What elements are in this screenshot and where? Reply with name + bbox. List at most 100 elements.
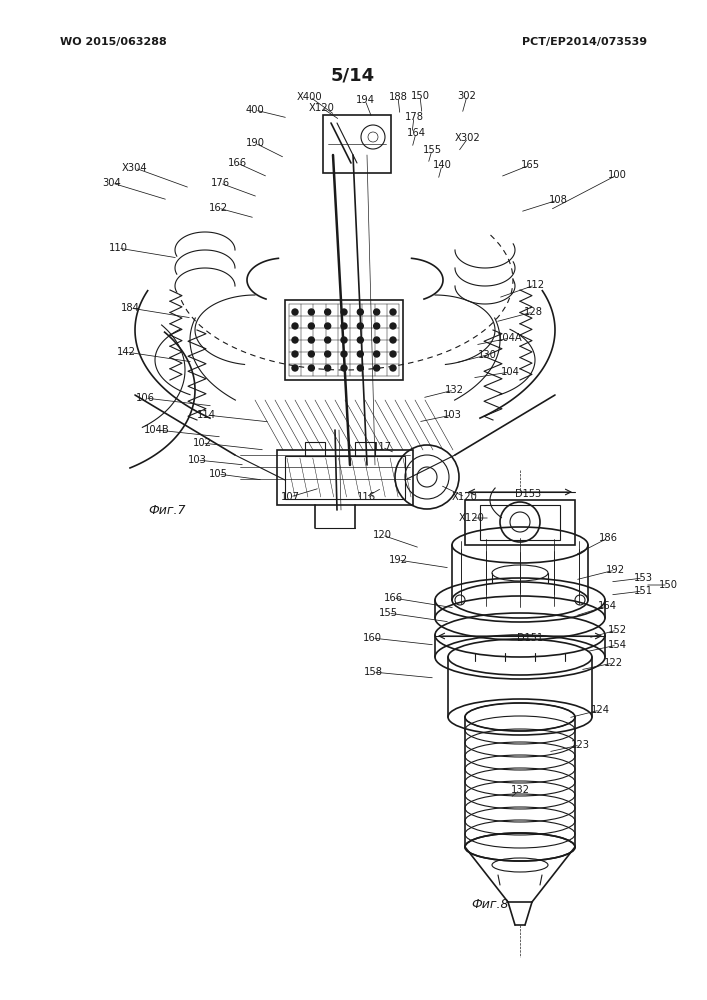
Text: 188: 188 — [389, 92, 407, 102]
Text: 104B: 104B — [144, 425, 170, 435]
Text: 128: 128 — [523, 307, 542, 317]
Text: X400: X400 — [297, 92, 323, 102]
Circle shape — [325, 337, 331, 343]
Text: 107: 107 — [281, 492, 300, 502]
Circle shape — [292, 351, 298, 357]
Circle shape — [390, 323, 396, 329]
Text: 100: 100 — [607, 170, 626, 180]
Circle shape — [357, 309, 363, 315]
Circle shape — [390, 351, 396, 357]
Text: 112: 112 — [525, 280, 544, 290]
Text: 186: 186 — [599, 533, 617, 543]
Circle shape — [374, 323, 380, 329]
Text: 140: 140 — [433, 160, 452, 170]
Text: 178: 178 — [404, 112, 423, 122]
Text: 117: 117 — [373, 442, 392, 452]
Text: Фиг.8: Фиг.8 — [472, 898, 509, 912]
Circle shape — [390, 365, 396, 371]
Text: X120: X120 — [459, 513, 485, 523]
Text: 123: 123 — [571, 740, 590, 750]
Text: 192: 192 — [605, 565, 624, 575]
Text: 124: 124 — [590, 705, 609, 715]
Text: 155: 155 — [423, 145, 442, 155]
Circle shape — [325, 309, 331, 315]
Text: 194: 194 — [356, 95, 375, 105]
Text: 104: 104 — [501, 367, 520, 377]
Text: 176: 176 — [211, 178, 230, 188]
Circle shape — [325, 351, 331, 357]
Text: 132: 132 — [510, 785, 530, 795]
Circle shape — [325, 365, 331, 371]
Text: 114: 114 — [197, 410, 216, 420]
Bar — [305, 442, 325, 456]
Text: D151: D151 — [517, 633, 543, 643]
Bar — [277, 450, 413, 505]
Text: X120: X120 — [452, 492, 478, 502]
Text: 103: 103 — [187, 455, 206, 465]
Circle shape — [308, 323, 315, 329]
Bar — [285, 456, 405, 499]
Text: 106: 106 — [136, 393, 155, 403]
Text: 166: 166 — [228, 158, 247, 168]
Bar — [465, 500, 575, 545]
Text: WO 2015/063288: WO 2015/063288 — [60, 37, 167, 47]
Text: 132: 132 — [445, 385, 464, 395]
Circle shape — [341, 309, 347, 315]
Circle shape — [292, 337, 298, 343]
Text: PCT/EP2014/073539: PCT/EP2014/073539 — [522, 37, 647, 47]
Circle shape — [292, 323, 298, 329]
Text: 116: 116 — [356, 492, 375, 502]
Bar — [480, 505, 560, 540]
Circle shape — [341, 365, 347, 371]
Text: 122: 122 — [604, 658, 623, 668]
Text: 152: 152 — [607, 625, 626, 635]
Text: 130: 130 — [477, 350, 496, 360]
Circle shape — [374, 309, 380, 315]
Text: 155: 155 — [378, 608, 397, 618]
Text: 164: 164 — [597, 601, 617, 611]
Circle shape — [292, 365, 298, 371]
Bar — [355, 442, 375, 456]
Text: 153: 153 — [633, 573, 653, 583]
Text: 304: 304 — [103, 178, 122, 188]
Circle shape — [357, 337, 363, 343]
Text: 162: 162 — [209, 203, 228, 213]
Circle shape — [308, 351, 315, 357]
Text: 104A: 104A — [497, 333, 523, 343]
Circle shape — [341, 351, 347, 357]
Text: Фиг.7: Фиг.7 — [148, 504, 185, 516]
Circle shape — [308, 337, 315, 343]
Text: 142: 142 — [117, 347, 136, 357]
Text: 5/14: 5/14 — [331, 66, 375, 84]
Circle shape — [374, 351, 380, 357]
Text: X302: X302 — [455, 133, 481, 143]
Text: 302: 302 — [457, 91, 477, 101]
Text: 158: 158 — [363, 667, 382, 677]
Circle shape — [308, 309, 315, 315]
Text: 102: 102 — [192, 438, 211, 448]
Circle shape — [357, 323, 363, 329]
Circle shape — [390, 309, 396, 315]
Bar — [323, 115, 391, 173]
Text: 151: 151 — [633, 586, 653, 596]
Text: 160: 160 — [363, 633, 382, 643]
Text: 165: 165 — [520, 160, 539, 170]
Text: 105: 105 — [209, 469, 228, 479]
Text: 150: 150 — [411, 91, 429, 101]
Text: D153: D153 — [515, 489, 541, 499]
Text: 110: 110 — [108, 243, 127, 253]
Text: 192: 192 — [388, 555, 407, 565]
Text: 150: 150 — [658, 580, 677, 590]
Text: 108: 108 — [549, 195, 568, 205]
Circle shape — [357, 365, 363, 371]
Text: 166: 166 — [383, 593, 402, 603]
Text: X304: X304 — [122, 163, 148, 173]
Text: 400: 400 — [245, 105, 264, 115]
Circle shape — [341, 337, 347, 343]
Text: 120: 120 — [373, 530, 392, 540]
Text: 103: 103 — [443, 410, 462, 420]
Circle shape — [390, 337, 396, 343]
Circle shape — [374, 337, 380, 343]
Circle shape — [374, 365, 380, 371]
Text: 190: 190 — [245, 138, 264, 148]
